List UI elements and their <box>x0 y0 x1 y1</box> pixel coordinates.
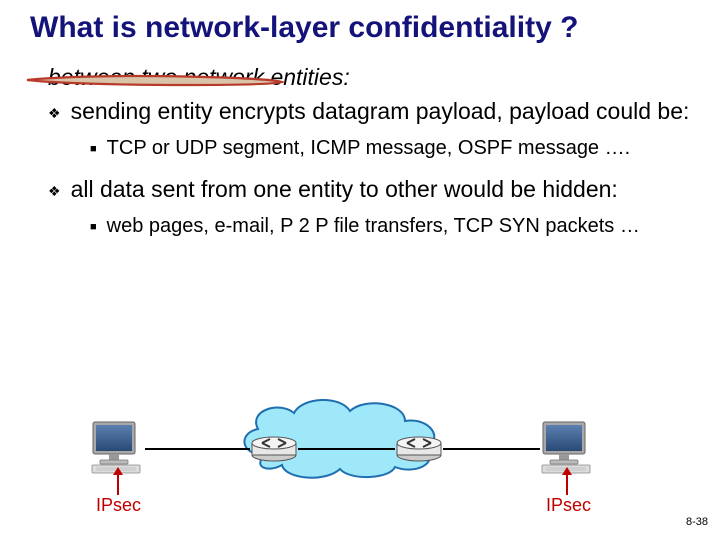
sub-bullet-text: TCP or UDP segment, ICMP message, OSPF m… <box>107 136 631 161</box>
page-number: 8-38 <box>686 516 708 528</box>
sub-bullet-item: ■ TCP or UDP segment, ICMP message, OSPF… <box>90 136 690 161</box>
sub-bullet-item: ■ web pages, e-mail, P 2 P file transfer… <box>90 214 690 239</box>
square-bullet-icon: ■ <box>90 221 97 233</box>
slide-container: What is network-layer confidentiality ? … <box>0 0 720 540</box>
sub-bullet-text: web pages, e-mail, P 2 P file transfers,… <box>107 214 640 239</box>
arrow-up-icon <box>566 473 568 495</box>
bullet-text: sending entity encrypts datagram payload… <box>71 97 690 126</box>
bullet-item: ❖ sending entity encrypts datagram paylo… <box>48 97 690 126</box>
diamond-bullet-icon: ❖ <box>48 105 61 122</box>
slide-title: What is network-layer confidentiality ? <box>30 10 690 46</box>
router-icon <box>395 435 443 463</box>
title-underline-icon <box>25 74 285 88</box>
network-diagram: IPsec IPsec <box>90 417 640 512</box>
bullet-text: all data sent from one entity to other w… <box>71 175 618 204</box>
network-link <box>145 448 250 450</box>
network-link <box>298 448 395 450</box>
computer-icon <box>540 419 595 474</box>
diamond-bullet-icon: ❖ <box>48 183 61 200</box>
ipsec-label: IPsec <box>546 495 591 516</box>
router-icon <box>250 435 298 463</box>
computer-icon <box>90 419 145 474</box>
square-bullet-icon: ■ <box>90 143 97 155</box>
network-link <box>443 448 540 450</box>
bullet-item: ❖ all data sent from one entity to other… <box>48 175 690 204</box>
ipsec-label: IPsec <box>96 495 141 516</box>
arrow-up-icon <box>117 473 119 495</box>
